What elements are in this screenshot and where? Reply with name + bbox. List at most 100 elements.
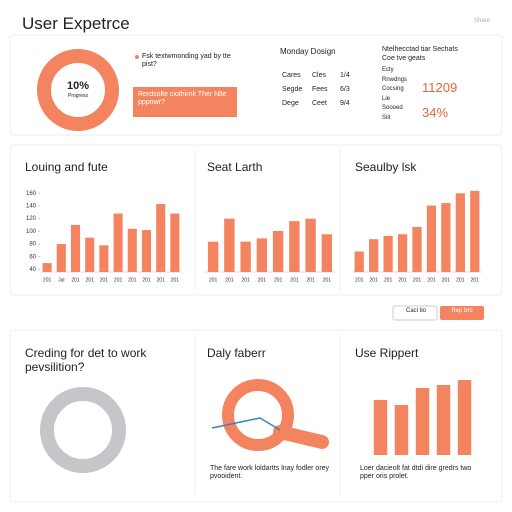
x-tick-label: 201: [274, 277, 283, 283]
progress-value: 10%: [66, 80, 90, 92]
stat-item: Rnwdngs: [382, 76, 408, 83]
x-tick-label: 201: [171, 277, 180, 283]
x-tick-label: 201: [43, 277, 52, 283]
y-tick-label: 40: [29, 267, 36, 273]
x-tick-label: 201: [427, 277, 436, 283]
table-cell: Cares: [282, 72, 301, 79]
stats-title: Ntelhecctad tiar Sechats: [382, 46, 458, 53]
x-tick-label: 201: [306, 277, 315, 283]
y-tick-label: 120: [26, 216, 37, 222]
share[interactable]: Share: [474, 18, 491, 24]
bar: [85, 237, 95, 272]
bottom-card: [9, 329, 503, 503]
x-tick-label: 201: [128, 277, 137, 283]
button-bg[interactable]: [133, 87, 237, 117]
y-tick-label: 80: [29, 242, 36, 248]
chart-title: Use Rippert: [355, 346, 419, 360]
table-cell: 1/4: [340, 72, 350, 79]
button[interactable]: Rerdsolte ciothirnk Ther Nlte pppnwr?: [138, 91, 227, 107]
bar: [141, 230, 152, 272]
x-tick-label: 201: [114, 277, 123, 283]
x-tick-label: Jal: [58, 277, 64, 283]
x-tick-label: 201: [398, 277, 407, 283]
bar: [224, 218, 235, 272]
x-tick-label: 201: [225, 277, 234, 283]
bar: [113, 213, 123, 272]
table-cell: 9/4: [340, 100, 350, 107]
progress-ring: [37, 49, 119, 131]
bar: [256, 238, 268, 272]
stat-item: Ecty: [382, 67, 394, 73]
x-tick-label: 201: [384, 277, 393, 283]
bar: [369, 239, 379, 272]
title: User Expetrce: [22, 14, 130, 33]
bar: [470, 190, 480, 272]
bullet: [135, 55, 139, 59]
magnifier-ring: [222, 379, 294, 451]
y-tick-label: 100: [26, 229, 37, 235]
bar: [70, 224, 81, 272]
x-tick-label: 201: [413, 277, 422, 283]
bar: [412, 226, 422, 272]
bar: [397, 234, 408, 272]
chart-title: Seaulby lsk: [355, 160, 417, 174]
x-tick-label: 201: [456, 277, 465, 283]
bar: [289, 221, 300, 272]
magnifier-handle: [273, 425, 329, 449]
x-tick-label: 201: [258, 277, 267, 283]
y-tick-label: 160: [26, 191, 37, 197]
x-tick-label: 201: [442, 277, 451, 283]
bar: [42, 263, 52, 272]
progress-caption: Progress: [67, 93, 88, 99]
x-tick-label: 201: [471, 277, 480, 283]
button-bg[interactable]: [440, 306, 484, 320]
stats-subtitle: Coe tve geats: [382, 55, 426, 62]
note: Fsk textwmonding yad by tte pist?: [142, 53, 231, 69]
bar: [455, 193, 465, 272]
bar: [272, 231, 284, 272]
bar: [321, 234, 333, 272]
trend-line: [211, 417, 281, 431]
stat-item: Siit: [382, 114, 391, 121]
stat-item: Cocsing: [382, 86, 404, 92]
bar: [156, 203, 166, 272]
table-cell: Dege: [282, 100, 299, 107]
x-tick-label: 201: [71, 277, 80, 283]
bar: [127, 228, 137, 272]
button[interactable]: Rep bro: [451, 308, 473, 314]
y-tick-label: 60: [29, 254, 36, 260]
table-cell: Cles: [312, 72, 327, 79]
chart-title: Seat Larth: [207, 160, 263, 174]
bar: [56, 244, 66, 272]
panel-text: The fare work loldartts lnay fodler orey…: [210, 465, 330, 481]
stat-item: Lie: [382, 95, 391, 102]
x-tick-label: 201: [355, 277, 364, 283]
y-tick-label: 140: [26, 203, 37, 209]
gray-ring: [40, 387, 126, 473]
button-bg[interactable]: [392, 305, 438, 321]
x-tick-label: 201: [323, 277, 332, 283]
stat-pct: 34%: [422, 105, 449, 120]
table-cell: Segde: [282, 86, 303, 93]
x-tick-label: 201: [209, 277, 218, 283]
bar: [170, 213, 180, 272]
button[interactable]: Cacl tio: [405, 308, 426, 314]
bar: [373, 400, 388, 455]
bar: [415, 388, 430, 455]
stat-big: 11209: [422, 80, 458, 95]
table-cell: 6/3: [340, 86, 350, 93]
bar: [436, 385, 451, 455]
bar: [354, 251, 364, 272]
x-tick-label: 201: [86, 277, 95, 283]
bar: [457, 380, 472, 455]
x-tick-label: 201: [369, 277, 378, 283]
bar: [305, 218, 316, 272]
bar: [441, 203, 451, 272]
x-tick-label: 201: [142, 277, 151, 283]
table-cell: Ceet: [312, 100, 327, 107]
bar: [240, 241, 251, 272]
bar: [394, 405, 409, 455]
bar: [99, 245, 109, 272]
